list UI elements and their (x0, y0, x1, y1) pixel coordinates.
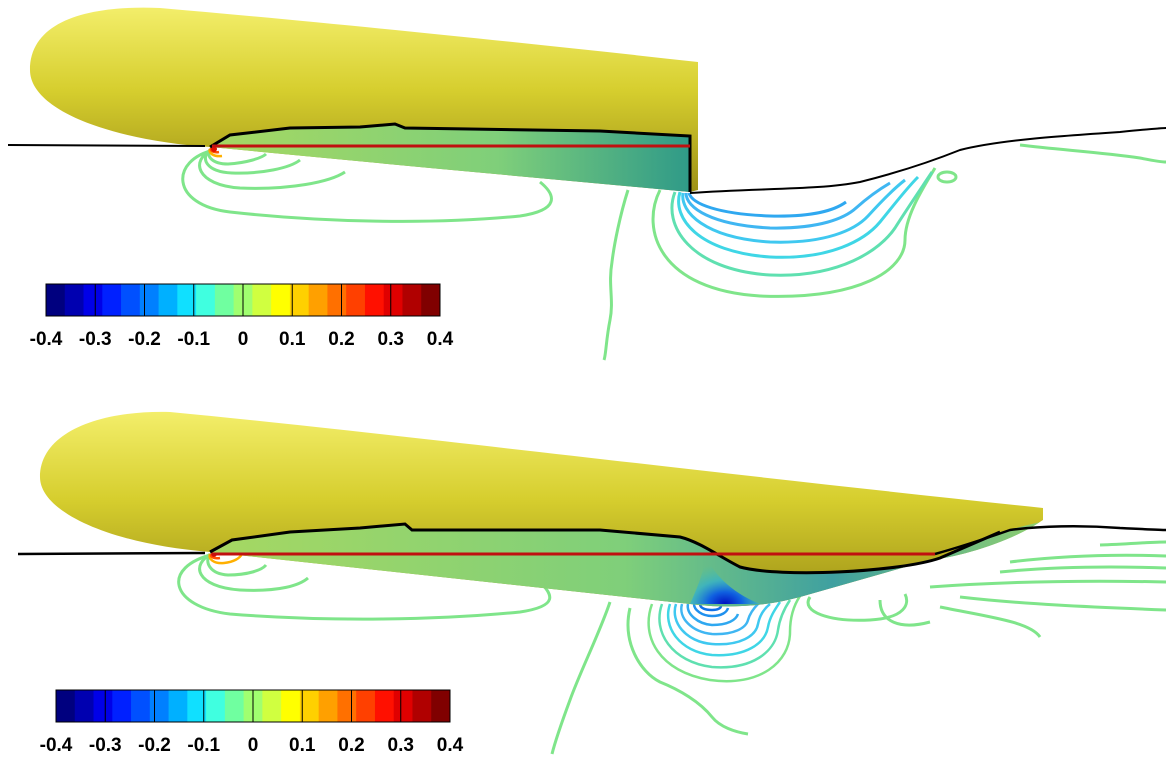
bottom-colorbar-swatch (393, 690, 413, 722)
bottom-colorbar-tick-label: 0.3 (388, 735, 414, 756)
top-colorbar-swatch (214, 284, 235, 316)
bottom-colorbar-tick-label: 0 (248, 735, 259, 756)
top-contours-center (602, 189, 630, 361)
bottom-colorbar-swatch (187, 690, 207, 722)
bottom-free-surface (17, 525, 1166, 556)
bottom-colorbar-swatches (56, 690, 451, 722)
bottom-hull (40, 411, 1043, 607)
top-colorbar-tick-label: 0 (238, 329, 249, 350)
bottom-colorbar-swatch (74, 690, 95, 722)
bottom-colorbar-swatch (56, 690, 76, 722)
bottom-colorbar-swatch (356, 690, 376, 722)
top-colorbar-swatch (289, 284, 310, 316)
top-colorbar-labels: -0.4 -0.3 -0.2 -0.1 0 0.1 0.2 0.3 0.4 (30, 329, 454, 350)
bottom-contours-aft (806, 540, 1166, 638)
bottom-panel-svg: -0.4 -0.3 -0.2 -0.1 0 0.1 0.2 0.3 0.4 (17, 411, 1166, 756)
top-colorbar-tick-label: 0.4 (427, 329, 454, 350)
top-colorbar-tick-label: 0.3 (378, 329, 404, 350)
top-colorbar-swatch (196, 284, 216, 316)
bottom-colorbar-tick-label: 0.1 (289, 735, 316, 756)
bottom-colorbar-labels: -0.4 -0.3 -0.2 -0.1 0 0.1 0.2 0.3 0.4 (40, 735, 464, 756)
top-free-surface (7, 127, 1166, 194)
bottom-colorbar-swatch (299, 690, 320, 722)
bottom-colorbar-swatch (93, 690, 113, 722)
bottom-panel: -0.4 -0.3 -0.2 -0.1 0 0.1 0.2 0.3 0.4 (0, 382, 1166, 765)
bottom-colorbar-swatch (262, 690, 282, 722)
bottom-colorbar-swatch (337, 690, 357, 722)
top-colorbar-tick-label: -0.2 (128, 329, 161, 350)
bottom-colorbar-swatch (412, 690, 432, 722)
bottom-colorbar-tick-label: 0.2 (338, 735, 364, 756)
top-colorbar-swatch (121, 284, 141, 316)
top-colorbar-swatch (64, 284, 85, 316)
top-colorbar-tick-label: 0.2 (328, 329, 354, 350)
bottom-colorbar: -0.4 -0.3 -0.2 -0.1 0 0.1 0.2 0.3 0.4 (40, 689, 464, 756)
bottom-colorbar-tick-label: 0.4 (437, 735, 464, 756)
bottom-colorbar-swatch (281, 690, 301, 722)
bottom-colorbar-swatch (149, 690, 170, 722)
bottom-colorbar-tick-label: -0.2 (138, 735, 171, 756)
bottom-colorbar-swatch (374, 690, 395, 722)
top-colorbar-swatch (158, 284, 178, 316)
bottom-colorbar-swatch (131, 690, 151, 722)
top-colorbar-swatch (177, 284, 197, 316)
bottom-colorbar-swatch (112, 690, 132, 722)
bottom-colorbar-tick-label: -0.4 (40, 735, 73, 756)
top-contours-forward (181, 148, 553, 223)
bottom-colorbar-swatch (431, 690, 451, 722)
top-colorbar-swatch (383, 284, 403, 316)
bottom-colorbar-tick-label: -0.3 (89, 735, 122, 756)
top-colorbar-tick-label: -0.3 (79, 329, 112, 350)
top-colorbar-swatch (327, 284, 347, 316)
top-colorbar-swatch (102, 284, 122, 316)
bottom-contours-center (550, 601, 749, 755)
top-colorbar-swatch (346, 284, 366, 316)
top-colorbar: -0.4 -0.3 -0.2 -0.1 0 0.1 0.2 0.3 0.4 (30, 283, 454, 350)
bottom-contours-forward (177, 552, 552, 621)
top-contours-stern (651, 167, 958, 298)
bottom-colorbar-swatch (206, 690, 226, 722)
top-colorbar-swatch (139, 284, 160, 316)
top-colorbar-swatch (308, 284, 328, 316)
top-colorbar-swatches (46, 284, 441, 316)
bottom-colorbar-swatch (224, 690, 245, 722)
top-panel-svg: -0.4 -0.3 -0.2 -0.1 0 0.1 0.2 0.3 0.4 (7, 7, 1166, 361)
top-colorbar-swatch (421, 284, 441, 316)
top-colorbar-swatch (46, 284, 66, 316)
top-colorbar-tick-label: 0.1 (279, 329, 306, 350)
bottom-colorbar-tick-label: -0.1 (187, 735, 220, 756)
top-colorbar-swatch (364, 284, 385, 316)
top-panel: -0.4 -0.3 -0.2 -0.1 0 0.1 0.2 0.3 0.4 (0, 0, 1166, 382)
top-hull (30, 7, 698, 192)
top-colorbar-swatch (252, 284, 272, 316)
top-colorbar-swatch (402, 284, 422, 316)
bottom-colorbar-swatch (318, 690, 338, 722)
top-contours-far (1019, 143, 1166, 164)
top-colorbar-tick-label: -0.1 (177, 329, 210, 350)
top-colorbar-swatch (271, 284, 291, 316)
bottom-contours-stern (647, 595, 802, 683)
top-colorbar-swatch (83, 284, 103, 316)
top-colorbar-tick-label: -0.4 (30, 329, 63, 350)
bottom-colorbar-swatch (168, 690, 188, 722)
